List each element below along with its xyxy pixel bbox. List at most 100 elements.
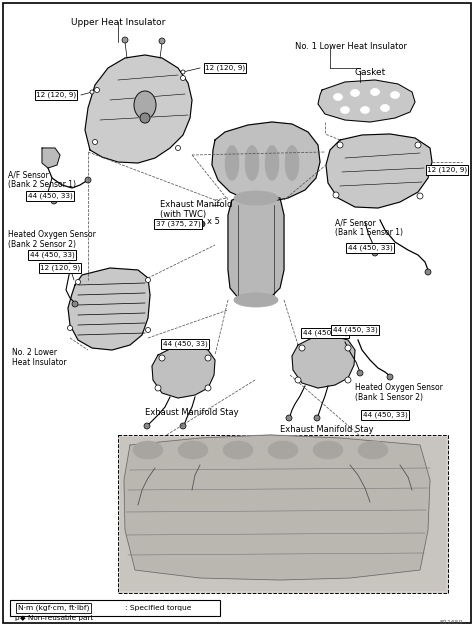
Text: 44 (450, 33): 44 (450, 33) [347, 245, 392, 251]
Text: No. 1 Lower Heat Insulator: No. 1 Lower Heat Insulator [295, 42, 407, 51]
Ellipse shape [313, 441, 343, 459]
Text: : Specified torque: : Specified torque [125, 605, 191, 611]
Circle shape [372, 250, 378, 256]
Text: Upper Heat Insulator: Upper Heat Insulator [71, 18, 165, 27]
Ellipse shape [223, 441, 253, 459]
Circle shape [286, 415, 292, 421]
Circle shape [333, 192, 339, 198]
Ellipse shape [140, 113, 150, 123]
Circle shape [181, 76, 185, 81]
Text: A/F Sensor
(Bank 2 Sensor 1): A/F Sensor (Bank 2 Sensor 1) [8, 170, 76, 190]
Circle shape [75, 279, 81, 284]
Text: 44 (450, 33): 44 (450, 33) [363, 412, 407, 418]
Text: 44 (450, 33): 44 (450, 33) [333, 327, 377, 333]
Text: Exhaust Manifold
(with TWC): Exhaust Manifold (with TWC) [160, 200, 232, 219]
Polygon shape [292, 336, 355, 388]
Text: No. 2 Lower
Heat Insulator: No. 2 Lower Heat Insulator [12, 348, 67, 367]
Text: ◆ Non-reusable part: ◆ Non-reusable part [20, 615, 93, 621]
Ellipse shape [381, 105, 390, 111]
Bar [10, 600, 220, 616]
Circle shape [295, 377, 301, 383]
Text: Exhaust Manifold Stay: Exhaust Manifold Stay [280, 425, 374, 434]
Ellipse shape [133, 441, 163, 459]
Circle shape [85, 177, 91, 183]
Ellipse shape [358, 441, 388, 459]
Text: 12 (120, 9): 12 (120, 9) [205, 64, 245, 71]
Text: 44 (450, 33): 44 (450, 33) [29, 252, 74, 259]
Polygon shape [68, 268, 150, 350]
Circle shape [175, 145, 181, 150]
Text: 12 (120, 9): 12 (120, 9) [40, 265, 80, 271]
Text: N·m (kgf·cm, ft·lbf): N·m (kgf·cm, ft·lbf) [18, 605, 90, 611]
Polygon shape [152, 346, 215, 398]
Ellipse shape [340, 106, 349, 113]
Ellipse shape [178, 441, 208, 459]
Bar [120, 437, 446, 591]
Circle shape [146, 277, 151, 282]
Circle shape [67, 326, 73, 331]
Text: 44 (450, 33): 44 (450, 33) [27, 193, 73, 199]
Circle shape [51, 198, 57, 204]
Circle shape [180, 423, 186, 429]
Ellipse shape [225, 145, 239, 180]
Circle shape [417, 193, 423, 199]
Text: Gasket: Gasket [355, 68, 386, 77]
Circle shape [205, 355, 211, 361]
Circle shape [415, 142, 421, 148]
Circle shape [72, 301, 78, 307]
Circle shape [357, 370, 363, 376]
Text: Exhaust Manifold Stay: Exhaust Manifold Stay [145, 408, 238, 417]
Ellipse shape [234, 191, 278, 205]
Polygon shape [85, 55, 192, 163]
Text: 37 (375, 27): 37 (375, 27) [155, 221, 201, 227]
Circle shape [205, 385, 211, 391]
Circle shape [299, 345, 305, 351]
Text: B11659: B11659 [439, 620, 463, 625]
Ellipse shape [268, 441, 298, 459]
Circle shape [159, 38, 165, 44]
Polygon shape [228, 196, 284, 304]
Ellipse shape [285, 145, 299, 180]
Ellipse shape [134, 91, 156, 119]
Text: Heated Oxygen Sensor
(Bank 2 Sensor 2): Heated Oxygen Sensor (Bank 2 Sensor 2) [8, 230, 96, 249]
Circle shape [199, 221, 205, 227]
Circle shape [155, 385, 161, 391]
Circle shape [181, 70, 185, 74]
Polygon shape [318, 80, 415, 122]
Circle shape [67, 263, 73, 269]
Polygon shape [326, 134, 432, 208]
Circle shape [122, 37, 128, 43]
Circle shape [146, 327, 151, 332]
Circle shape [425, 269, 431, 275]
Polygon shape [124, 435, 430, 580]
Circle shape [337, 142, 343, 148]
Circle shape [345, 345, 351, 351]
Text: A/F Sensor
(Bank 1 Sensor 1): A/F Sensor (Bank 1 Sensor 1) [335, 218, 403, 237]
Polygon shape [42, 148, 60, 168]
Circle shape [90, 90, 94, 94]
Ellipse shape [391, 91, 400, 98]
Text: p: p [14, 615, 18, 621]
Ellipse shape [245, 145, 259, 180]
Text: Heated Oxygen Sensor
(Bank 1 Sensor 2): Heated Oxygen Sensor (Bank 1 Sensor 2) [355, 383, 443, 403]
Ellipse shape [361, 106, 370, 113]
Circle shape [387, 374, 393, 380]
Text: 12 (120, 9): 12 (120, 9) [427, 167, 467, 173]
Text: 44 (450, 33): 44 (450, 33) [302, 330, 347, 336]
Circle shape [144, 423, 150, 429]
Ellipse shape [371, 88, 380, 96]
Ellipse shape [234, 293, 278, 307]
Circle shape [94, 88, 100, 93]
Ellipse shape [334, 93, 343, 101]
Text: 44 (450, 33): 44 (450, 33) [163, 341, 207, 347]
Ellipse shape [265, 145, 279, 180]
Circle shape [345, 377, 351, 383]
Polygon shape [212, 122, 320, 202]
Text: 12 (120, 9): 12 (120, 9) [36, 92, 76, 98]
Bar [118, 435, 448, 593]
Ellipse shape [350, 90, 359, 96]
Text: x 5: x 5 [207, 217, 220, 225]
Circle shape [92, 140, 98, 145]
Circle shape [314, 415, 320, 421]
Circle shape [159, 355, 165, 361]
